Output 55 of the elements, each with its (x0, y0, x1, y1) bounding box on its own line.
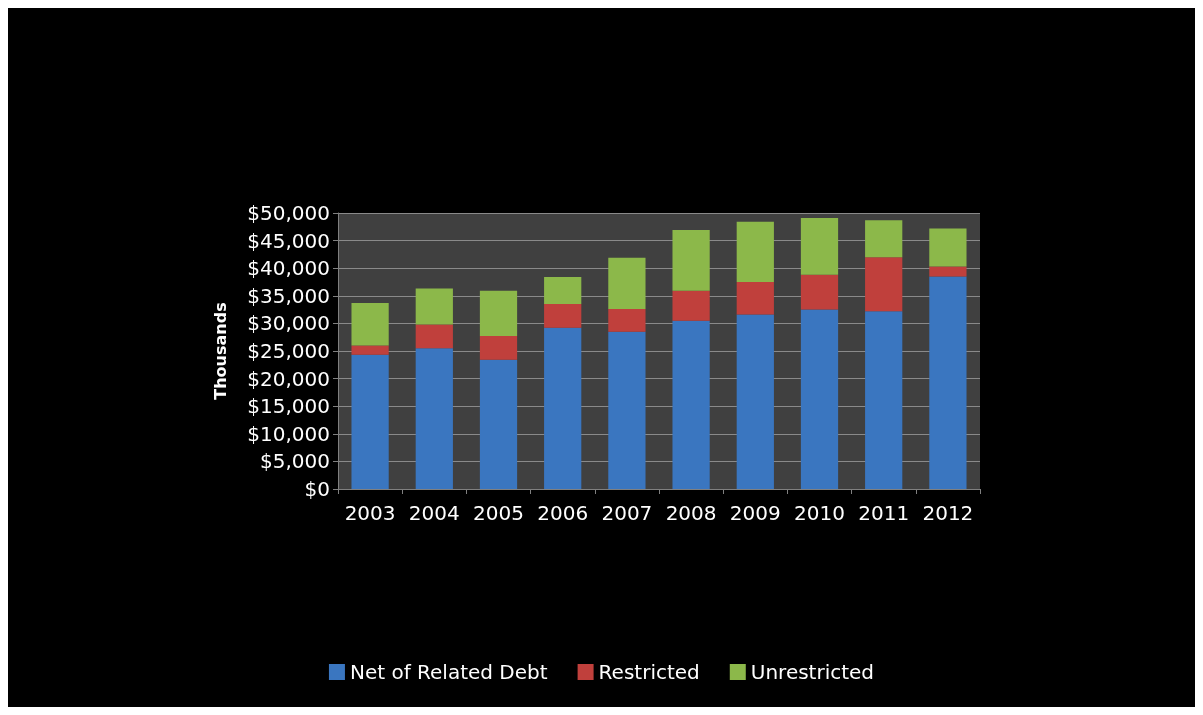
bar (800, 309, 839, 489)
legend-label: Unrestricted (750, 660, 875, 684)
y-tick-label: $40,000 (247, 256, 330, 281)
bar (608, 331, 646, 489)
y-tick-label: $5,000 (260, 449, 330, 474)
y-axis-title: Thousands (210, 302, 230, 400)
y-tick-label: $0 (304, 477, 330, 501)
bar (351, 354, 389, 489)
bar (544, 277, 582, 305)
bar (736, 314, 774, 489)
x-tick-label: 2010 (794, 501, 845, 525)
bar (672, 290, 710, 321)
bar (415, 324, 453, 349)
bar (865, 257, 903, 312)
x-tick-label: 2009 (729, 501, 781, 525)
bar (351, 302, 389, 346)
bar (929, 228, 967, 267)
y-tick-label: $25,000 (247, 339, 330, 363)
bar (544, 327, 582, 489)
x-tick-label: 2007 (601, 501, 653, 525)
y-tick-label: $20,000 (247, 366, 330, 391)
bar (608, 309, 646, 332)
x-tick-label: 2012 (922, 501, 974, 525)
bar (479, 290, 518, 337)
bar (929, 276, 967, 489)
bar (479, 336, 518, 360)
bar (672, 320, 710, 489)
x-tick-label: 2005 (473, 501, 524, 525)
bar (865, 311, 903, 489)
x-tick-label: 2006 (537, 501, 589, 525)
bar (929, 266, 967, 277)
y-tick-label: $30,000 (247, 311, 330, 336)
bar (415, 288, 453, 325)
y-tick-label: $10,000 (247, 421, 330, 446)
bar (351, 345, 389, 355)
x-tick-label: 2004 (408, 501, 460, 525)
bar (736, 221, 774, 282)
bar (672, 230, 710, 291)
legend-label: Net of Related Debt (349, 660, 548, 684)
bar (415, 348, 453, 489)
bar (544, 304, 582, 328)
x-tick-label: 2008 (665, 501, 717, 525)
bar (865, 220, 903, 258)
y-tick-label: $50,000 (247, 201, 330, 225)
y-tick-label: $15,000 (247, 394, 330, 419)
legend-label: Restricted (598, 660, 700, 684)
x-tick-label: 2003 (344, 501, 396, 525)
bar (800, 217, 839, 275)
bar (479, 359, 518, 489)
x-tick-label: 2011 (858, 501, 910, 525)
bar (800, 274, 839, 310)
bar (608, 257, 646, 310)
y-tick-label: $45,000 (247, 228, 330, 253)
bar (736, 282, 774, 315)
y-tick-label: $35,000 (247, 283, 330, 308)
